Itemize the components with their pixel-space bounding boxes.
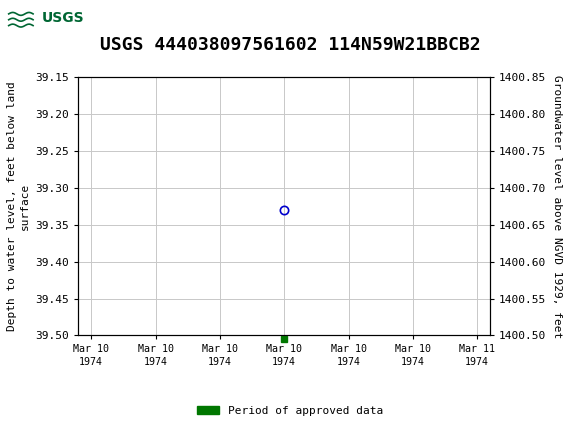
Text: USGS: USGS (42, 11, 85, 25)
Y-axis label: Groundwater level above NGVD 1929, feet: Groundwater level above NGVD 1929, feet (552, 75, 562, 338)
Y-axis label: Depth to water level, feet below land
surface: Depth to water level, feet below land su… (7, 82, 30, 331)
Legend: Period of approved data: Period of approved data (193, 401, 387, 420)
Text: USGS 444038097561602 114N59W21BBCB2: USGS 444038097561602 114N59W21BBCB2 (100, 36, 480, 54)
FancyBboxPatch shape (6, 3, 75, 33)
